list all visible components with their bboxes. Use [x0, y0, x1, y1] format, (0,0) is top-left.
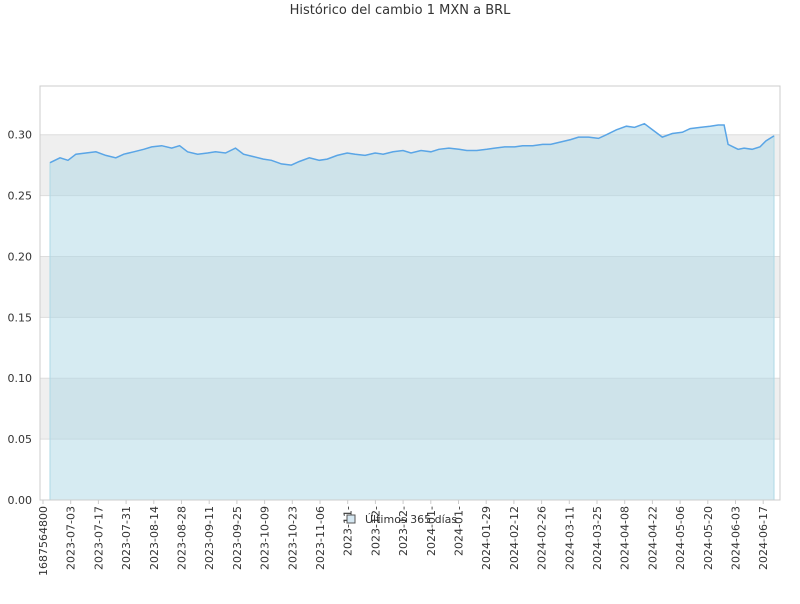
- x-tick-label: 2024-05-06: [674, 506, 687, 570]
- x-tick-label: 2023-12-: [369, 506, 382, 556]
- x-tick-label: 2024-06-03: [730, 506, 743, 570]
- y-axis-ticks: 0.00 0.05 0.10 0.15 0.20 0.25 0.30: [8, 129, 33, 507]
- x-tick-label: 2024-01-: [425, 506, 438, 556]
- y-tick-label: 0.25: [8, 190, 33, 203]
- legend-label[interactable]: Últimos 365 días: [365, 513, 457, 526]
- legend-swatch[interactable]: [346, 514, 356, 524]
- series-line: [49, 122, 775, 166]
- x-tick-label: 2023-12-: [397, 506, 410, 556]
- x-tick-label: 2024-04-22: [646, 506, 659, 570]
- x-axis-ticks: 1687564800 2023-07-03 2023-07-17 2023-07-31…: [37, 500, 770, 576]
- x-tick-label: 2023-10-09: [259, 506, 272, 570]
- y-tick-label: 0.15: [8, 311, 33, 324]
- x-tick-label: 2023-10-23: [286, 506, 299, 570]
- x-tick-label: 2024-05-20: [702, 506, 715, 570]
- x-tick-label: 2024-02-12: [508, 506, 521, 570]
- y-tick-label: 0.30: [8, 129, 33, 142]
- x-tick-label: 2024-01-: [453, 506, 466, 556]
- x-tick-label: 2023-09-25: [231, 506, 244, 570]
- y-tick-label: 0.20: [8, 250, 33, 263]
- x-tick-label: 2023-07-03: [65, 506, 78, 570]
- x-tick-label: 2024-03-25: [591, 506, 604, 570]
- x-tick-label: 2023-08-14: [148, 506, 161, 570]
- x-tick-label: 2023-07-17: [92, 506, 105, 570]
- series-area: [49, 123, 775, 501]
- x-tick-label: 2023-09-11: [203, 506, 216, 570]
- y-tick-label: 0.10: [8, 372, 33, 385]
- x-tick-label: 1687564800: [37, 506, 50, 576]
- y-tick-label: 0.05: [8, 433, 33, 446]
- x-tick-label: 2024-01-29: [480, 506, 493, 570]
- x-tick-label: 2023-08-28: [176, 506, 189, 570]
- x-tick-label: 2023-11-06: [314, 506, 327, 570]
- x-tick-label: 2024-02-26: [536, 506, 549, 570]
- chart-title: Histórico del cambio 1 MXN a BRL: [289, 3, 511, 18]
- x-tick-label: 2023-11-: [342, 506, 355, 556]
- y-tick-label: 0.00: [8, 494, 33, 507]
- plot-frame: [39, 85, 781, 501]
- x-tick-label: 2024-06-17: [757, 506, 770, 570]
- x-tick-label: 2024-03-11: [563, 506, 576, 570]
- x-tick-label: 2023-07-31: [120, 506, 133, 570]
- x-tick-label: 2024-04-08: [619, 506, 632, 570]
- legend[interactable]: Últimos 365 días: [346, 513, 457, 526]
